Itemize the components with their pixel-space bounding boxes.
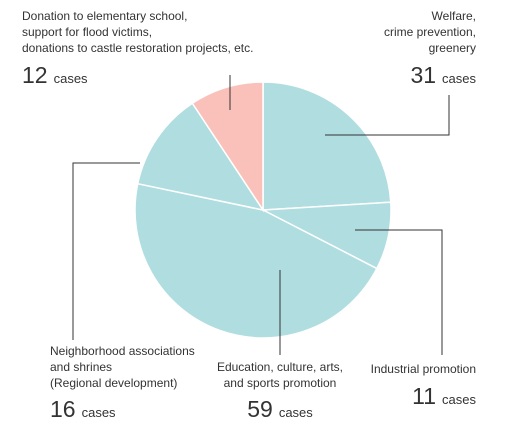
value-number: 31 xyxy=(410,62,436,88)
value-number: 59 xyxy=(247,396,273,422)
value-unit: cases xyxy=(279,405,313,420)
pie-slice xyxy=(191,81,264,213)
value-number: 16 xyxy=(50,396,76,422)
slice-label: Neighborhood associations xyxy=(50,344,195,358)
slice-label: and shrines xyxy=(50,360,112,374)
value-number: 11 xyxy=(412,383,436,409)
slice-label: donations to castle restoration projects… xyxy=(22,41,253,55)
pie-slice xyxy=(134,182,378,339)
leader-line xyxy=(355,229,443,355)
value-label: 12 cases xyxy=(22,62,88,88)
value-label: 59 cases xyxy=(247,396,313,422)
slice-label: Welfare, xyxy=(432,9,476,23)
pie-slice xyxy=(262,81,392,211)
leader-line xyxy=(72,162,140,340)
slice-label: and sports promotion xyxy=(224,376,337,390)
value-unit: cases xyxy=(442,392,476,407)
slice-label: Education, culture, arts, xyxy=(217,360,343,374)
value-label: 31 cases xyxy=(410,62,476,88)
pie-slice xyxy=(136,102,265,212)
value-unit: cases xyxy=(82,405,116,420)
value-number: 12 xyxy=(22,62,48,88)
slice-label: Industrial promotion xyxy=(371,362,476,376)
slice-label: crime prevention, xyxy=(384,25,476,39)
value-unit: cases xyxy=(442,71,476,86)
leader-line xyxy=(325,95,450,136)
value-unit: cases xyxy=(54,71,88,86)
value-label: 11 cases xyxy=(412,383,476,409)
slice-label: (Regional development) xyxy=(50,376,177,390)
slice-label: greenery xyxy=(429,41,476,55)
slice-label: support for flood victims, xyxy=(22,25,152,39)
slice-label: Donation to elementary school, xyxy=(22,9,187,23)
value-label: 16 cases xyxy=(50,396,116,422)
